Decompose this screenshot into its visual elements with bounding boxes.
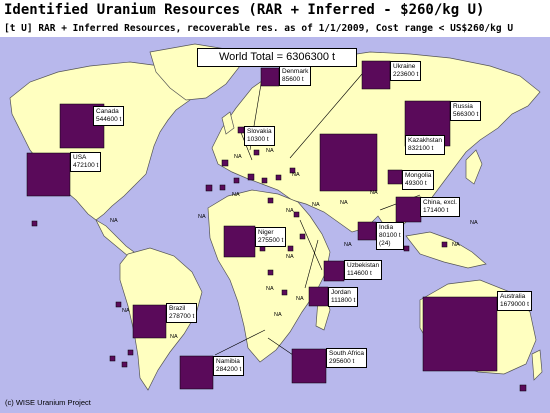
land-new-zealand: [531, 349, 543, 381]
country-name: Namibia: [216, 358, 240, 365]
square-ukraine: [361, 60, 391, 90]
square-namibia: [179, 355, 214, 390]
na-label: NA: [344, 242, 352, 248]
na-label: NA: [296, 296, 304, 302]
country-name: Australia: [500, 293, 526, 300]
country-value: 114600 t: [347, 270, 372, 277]
na-label: NA: [340, 200, 348, 206]
country-value: 10300 t: [247, 136, 269, 143]
country-label: Jordan 111800 t: [328, 287, 359, 307]
na-label: NA: [122, 308, 130, 314]
country-value: 284200 t: [216, 366, 242, 373]
country-name: Slovakia: [247, 128, 272, 135]
country-value: 472100 t: [73, 162, 99, 169]
square-mongolia: [387, 169, 403, 185]
map-subtitle: [t U] RAR + Inferred Resources, recovera…: [4, 23, 514, 34]
na-label: NA: [470, 220, 478, 226]
copyright: (c) WISE Uranium Project: [5, 398, 91, 407]
country-label: Uzbekistan 114600 t: [344, 260, 383, 280]
country-label: Australia 1679000 t: [497, 291, 532, 311]
country-label: South Africa 295600 t: [326, 348, 368, 368]
na-label: NA: [170, 334, 178, 340]
country-note: (24): [379, 240, 391, 247]
square-australia: [422, 296, 498, 372]
country-name: Kazakhstan: [408, 137, 442, 144]
country-name: India: [379, 224, 394, 231]
country-name: Canada: [96, 108, 119, 115]
world-map: NA NA NA NA NA NA NA NA NA NA NA NA NA NA NA NA NA NA NA: [0, 37, 550, 413]
country-value: 275500 t: [258, 237, 284, 244]
na-label: NA: [452, 242, 460, 248]
country-value: 49300 t: [405, 180, 427, 187]
na-label: NA: [234, 154, 242, 160]
country-value: 544600 t: [96, 116, 122, 123]
country-name: Ukraine: [393, 63, 416, 70]
country-value: 566300 t: [453, 111, 479, 118]
land-se-asia: [405, 231, 487, 269]
square-china: [395, 196, 422, 223]
country-name: Mongolia: [405, 172, 432, 179]
square-jordan: [308, 286, 329, 307]
na-label: NA: [292, 172, 300, 178]
country-label: Russia 566300 t: [450, 101, 482, 121]
country-name: Russia: [453, 103, 473, 110]
country-label: USA 472100 t: [70, 152, 102, 172]
square-india: [357, 221, 377, 241]
country-label: Ukraine 223600 t: [390, 61, 422, 81]
world-total: World Total = 6306300 t: [197, 48, 357, 67]
country-value: 832100 t: [408, 145, 434, 152]
square-brazil: [132, 304, 167, 339]
country-name: USA: [73, 154, 87, 161]
country-value: 223600 t: [393, 71, 419, 78]
na-label: NA: [286, 254, 294, 260]
na-label: NA: [286, 208, 294, 214]
country-name: Brazil: [169, 305, 186, 312]
na-label: NA: [274, 312, 282, 318]
square-uzbekistan: [323, 260, 345, 282]
country-value: 295600 t: [329, 358, 355, 365]
country-label: Niger 275500 t: [255, 227, 287, 247]
country-label: India 80100 t (24): [376, 222, 404, 250]
square-kazakhstan: [319, 133, 378, 192]
country-label: Mongolia 49300 t: [402, 170, 435, 190]
country-name: Denmark: [282, 68, 309, 75]
country-name: South Africa: [329, 350, 365, 357]
country-label: Canada 544600 t: [93, 106, 125, 126]
land-central-america: [95, 219, 135, 257]
na-label: NA: [198, 214, 206, 220]
country-name: Niger: [258, 229, 274, 236]
country-value: 80100 t: [379, 232, 401, 239]
land-uk: [221, 111, 235, 135]
na-label: NA: [110, 218, 118, 224]
land-japan: [465, 149, 483, 185]
na-label: NA: [370, 190, 378, 196]
country-value: 278700 t: [169, 313, 195, 320]
na-label: NA: [232, 192, 240, 198]
country-label: Slovakia 10300 t: [244, 126, 275, 146]
country-label: Namibia 284200 t: [213, 356, 245, 376]
square-usa: [26, 152, 71, 197]
na-labels: NA NA NA NA NA NA NA NA NA NA NA NA NA NA NA NA NA NA NA: [110, 148, 478, 340]
square-south-africa: [291, 348, 327, 384]
na-label: NA: [266, 148, 274, 154]
country-label: Kazakhstan 832100 t: [405, 135, 445, 155]
na-label: NA: [312, 202, 320, 208]
country-name: Jordan: [331, 289, 351, 296]
country-value: 1679000 t: [500, 301, 529, 308]
square-denmark: [260, 67, 280, 87]
na-label: NA: [266, 286, 274, 292]
country-value: 111800 t: [331, 297, 356, 304]
country-name: Uzbekistan: [347, 262, 380, 269]
square-niger: [223, 225, 256, 258]
country-label: Brazil 278700 t: [166, 303, 198, 323]
country-value: 171400 t: [423, 207, 449, 214]
country-name: China, excl.: [423, 199, 457, 206]
country-value: 85600 t: [282, 76, 304, 83]
country-label: Denmark 85600 t: [279, 66, 312, 86]
map-title: Identified Uranium Resources (RAR + Infe…: [4, 2, 485, 18]
country-label: China, excl. 171400 t: [420, 197, 460, 217]
